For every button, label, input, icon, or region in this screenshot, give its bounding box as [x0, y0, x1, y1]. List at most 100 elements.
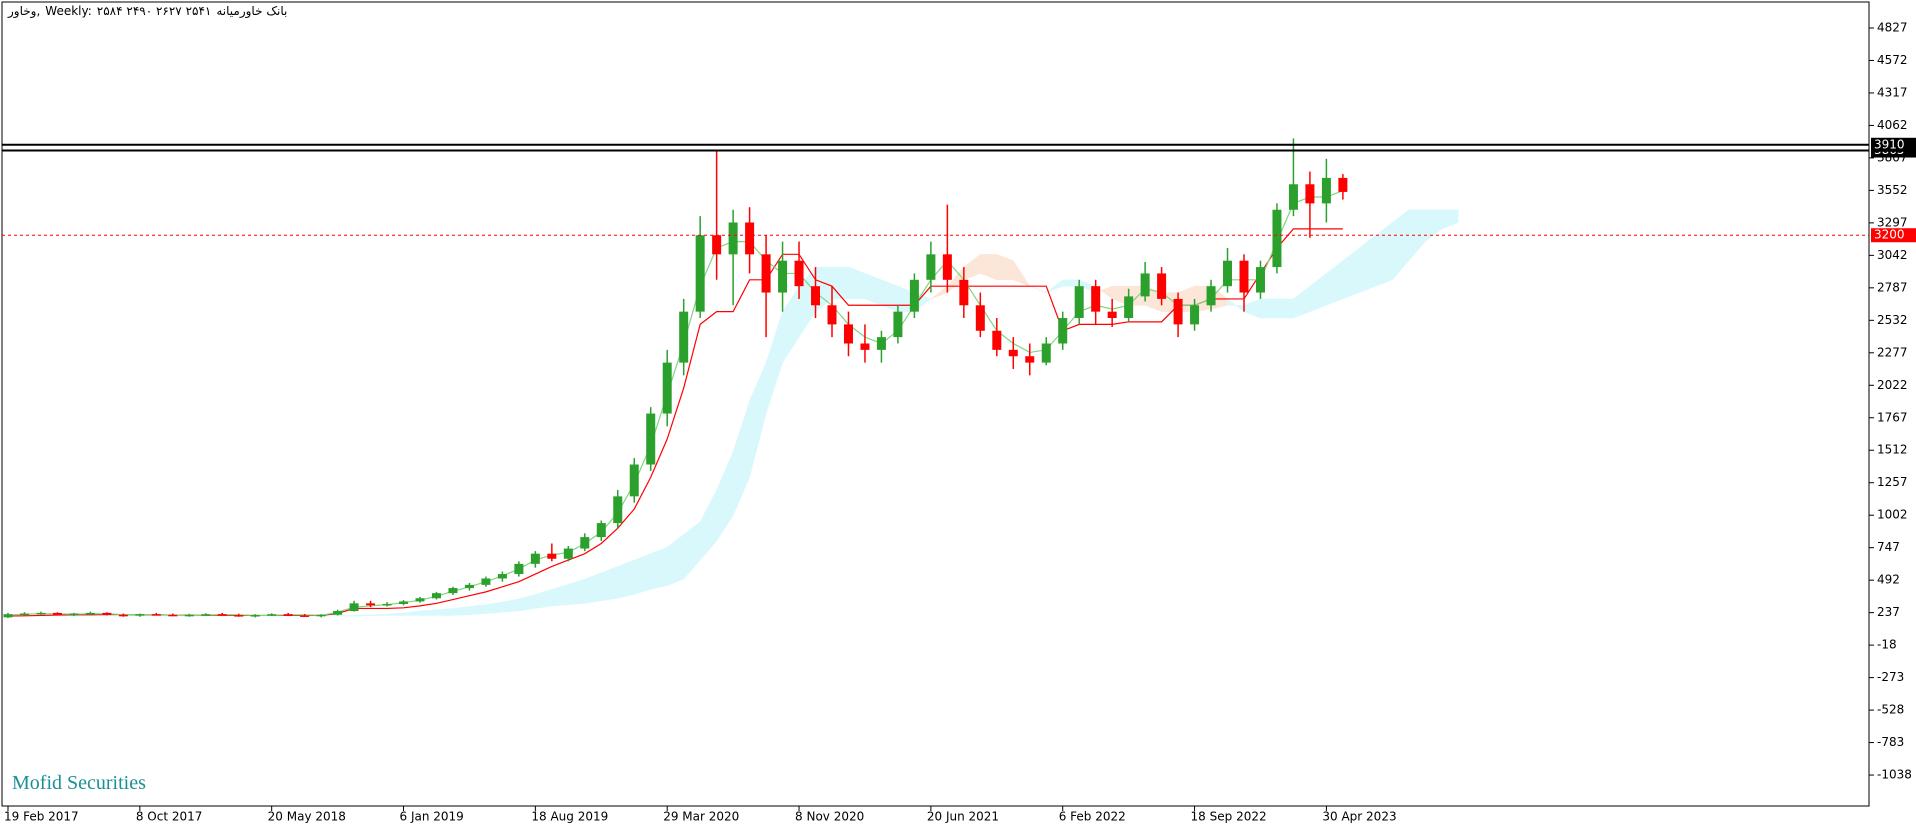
cloud-segment [881, 279, 899, 313]
cloud-segment [502, 598, 520, 613]
candle-body [959, 279, 969, 306]
cloud-segment [1046, 279, 1063, 293]
x-tick-label: 8 Nov 2020 [795, 810, 864, 824]
y-tick-label: 4317 [1877, 85, 1908, 99]
candle-body [580, 537, 590, 549]
candle-body [1305, 184, 1315, 204]
cloud-segment [518, 594, 536, 612]
y-tick-label: 2022 [1877, 378, 1908, 392]
candle-body [596, 523, 606, 538]
candle-body [843, 324, 853, 344]
y-tick-label: 1002 [1877, 508, 1908, 522]
candle-body [761, 254, 771, 293]
y-tick-label: 492 [1877, 573, 1900, 587]
cloud-segment [1013, 259, 1031, 287]
x-tick-label: 30 Apr 2023 [1322, 810, 1396, 824]
y-tick-label: 4572 [1877, 53, 1908, 67]
y-tick-label: 237 [1877, 605, 1900, 619]
symbol: وخاور, [8, 4, 41, 18]
candle-body [860, 343, 870, 350]
candle-body [1272, 209, 1282, 268]
plot-frame [1, 1, 1870, 807]
cloud-segment [1408, 209, 1426, 262]
candle-body [1058, 318, 1068, 344]
timeframe: Weekly: [45, 4, 92, 18]
cloud-segment [1425, 209, 1443, 243]
cloud-segment [568, 578, 586, 605]
candle-body [201, 614, 211, 616]
candle-body [1091, 286, 1101, 312]
y-tick-label: 4062 [1877, 118, 1908, 132]
level-label: 3910 [1874, 137, 1905, 151]
cloud-segment [782, 285, 800, 364]
candle-body [613, 496, 623, 524]
candle-body [1074, 286, 1084, 319]
cloud-segment [848, 266, 866, 300]
cloud-segment [633, 553, 651, 595]
candle-body [1288, 184, 1298, 210]
candle-body [1025, 356, 1035, 363]
x-tick-label: 18 Sep 2022 [1191, 810, 1267, 824]
candle-body [234, 615, 244, 617]
candle-body [1239, 260, 1249, 293]
candle-body [52, 612, 62, 615]
candle-body [547, 553, 557, 559]
candle-body [135, 614, 145, 616]
candle-body [399, 601, 409, 604]
y-tick-label: 1512 [1877, 443, 1908, 457]
candle-body [102, 612, 112, 615]
candle-body [811, 286, 821, 306]
y-tick-label: 1257 [1877, 475, 1908, 489]
cloud-segment [732, 400, 750, 516]
candle-body [712, 235, 722, 255]
level-label-box [1871, 228, 1916, 243]
y-tick-label: 3552 [1877, 183, 1908, 197]
x-tick-label: 8 Oct 2017 [136, 810, 203, 824]
indicator-line [7, 228, 1343, 617]
cloud-segment [386, 612, 404, 616]
candle-body [3, 614, 13, 618]
chart-header: وخاور, Weekly: ۲۵۸۴ ۲۴۹۰ ۲۶۲۷ ۲۵۴۱ بانک … [8, 4, 287, 18]
instrument-name: بانک خاورمیانه [216, 4, 288, 18]
cloud-segment [353, 614, 371, 617]
cloud-segment [584, 572, 602, 604]
y-tick-label: 4827 [1877, 20, 1908, 34]
candle-body [1223, 260, 1233, 287]
candle-body [316, 614, 326, 617]
candle-body [1157, 273, 1167, 299]
cloud-segment [551, 583, 569, 607]
candle-body [168, 614, 178, 617]
y-tick-label: 2277 [1877, 345, 1908, 359]
candle-body [1255, 267, 1265, 293]
y-tick-label: 747 [1877, 540, 1900, 554]
y-tick-label: 3297 [1877, 215, 1908, 229]
candle-body [464, 584, 474, 589]
candle-body [1107, 311, 1117, 319]
cloud-segment [996, 253, 1014, 281]
candle-body [36, 612, 46, 615]
cloud-segment [535, 588, 553, 609]
cloud-segment [1309, 272, 1327, 313]
ohlc: ۲۵۸۴ ۲۴۹۰ ۲۶۲۷ ۲۵۴۱ [96, 4, 212, 18]
level-label: 3200 [1874, 228, 1905, 242]
candle-body [942, 254, 952, 280]
candle-body [745, 222, 755, 255]
cloud-segment [436, 608, 454, 616]
cloud-segment [1293, 285, 1311, 319]
cloud-segment [337, 615, 355, 617]
candle-body [1140, 273, 1150, 297]
candle-body [349, 603, 359, 611]
candle-body [662, 362, 672, 414]
candle-body [1190, 305, 1200, 325]
y-tick-label: 2532 [1877, 313, 1908, 327]
candle-body [366, 603, 376, 606]
indicator-line [7, 190, 1344, 617]
cloud-segment [831, 266, 849, 300]
cloud-segment [980, 254, 998, 281]
cloud-segment [1441, 209, 1459, 230]
cloud-segment [469, 604, 487, 616]
cloud-segment [1227, 298, 1245, 313]
candle-body [563, 548, 573, 559]
watermark: Mofid Securities [12, 772, 146, 794]
